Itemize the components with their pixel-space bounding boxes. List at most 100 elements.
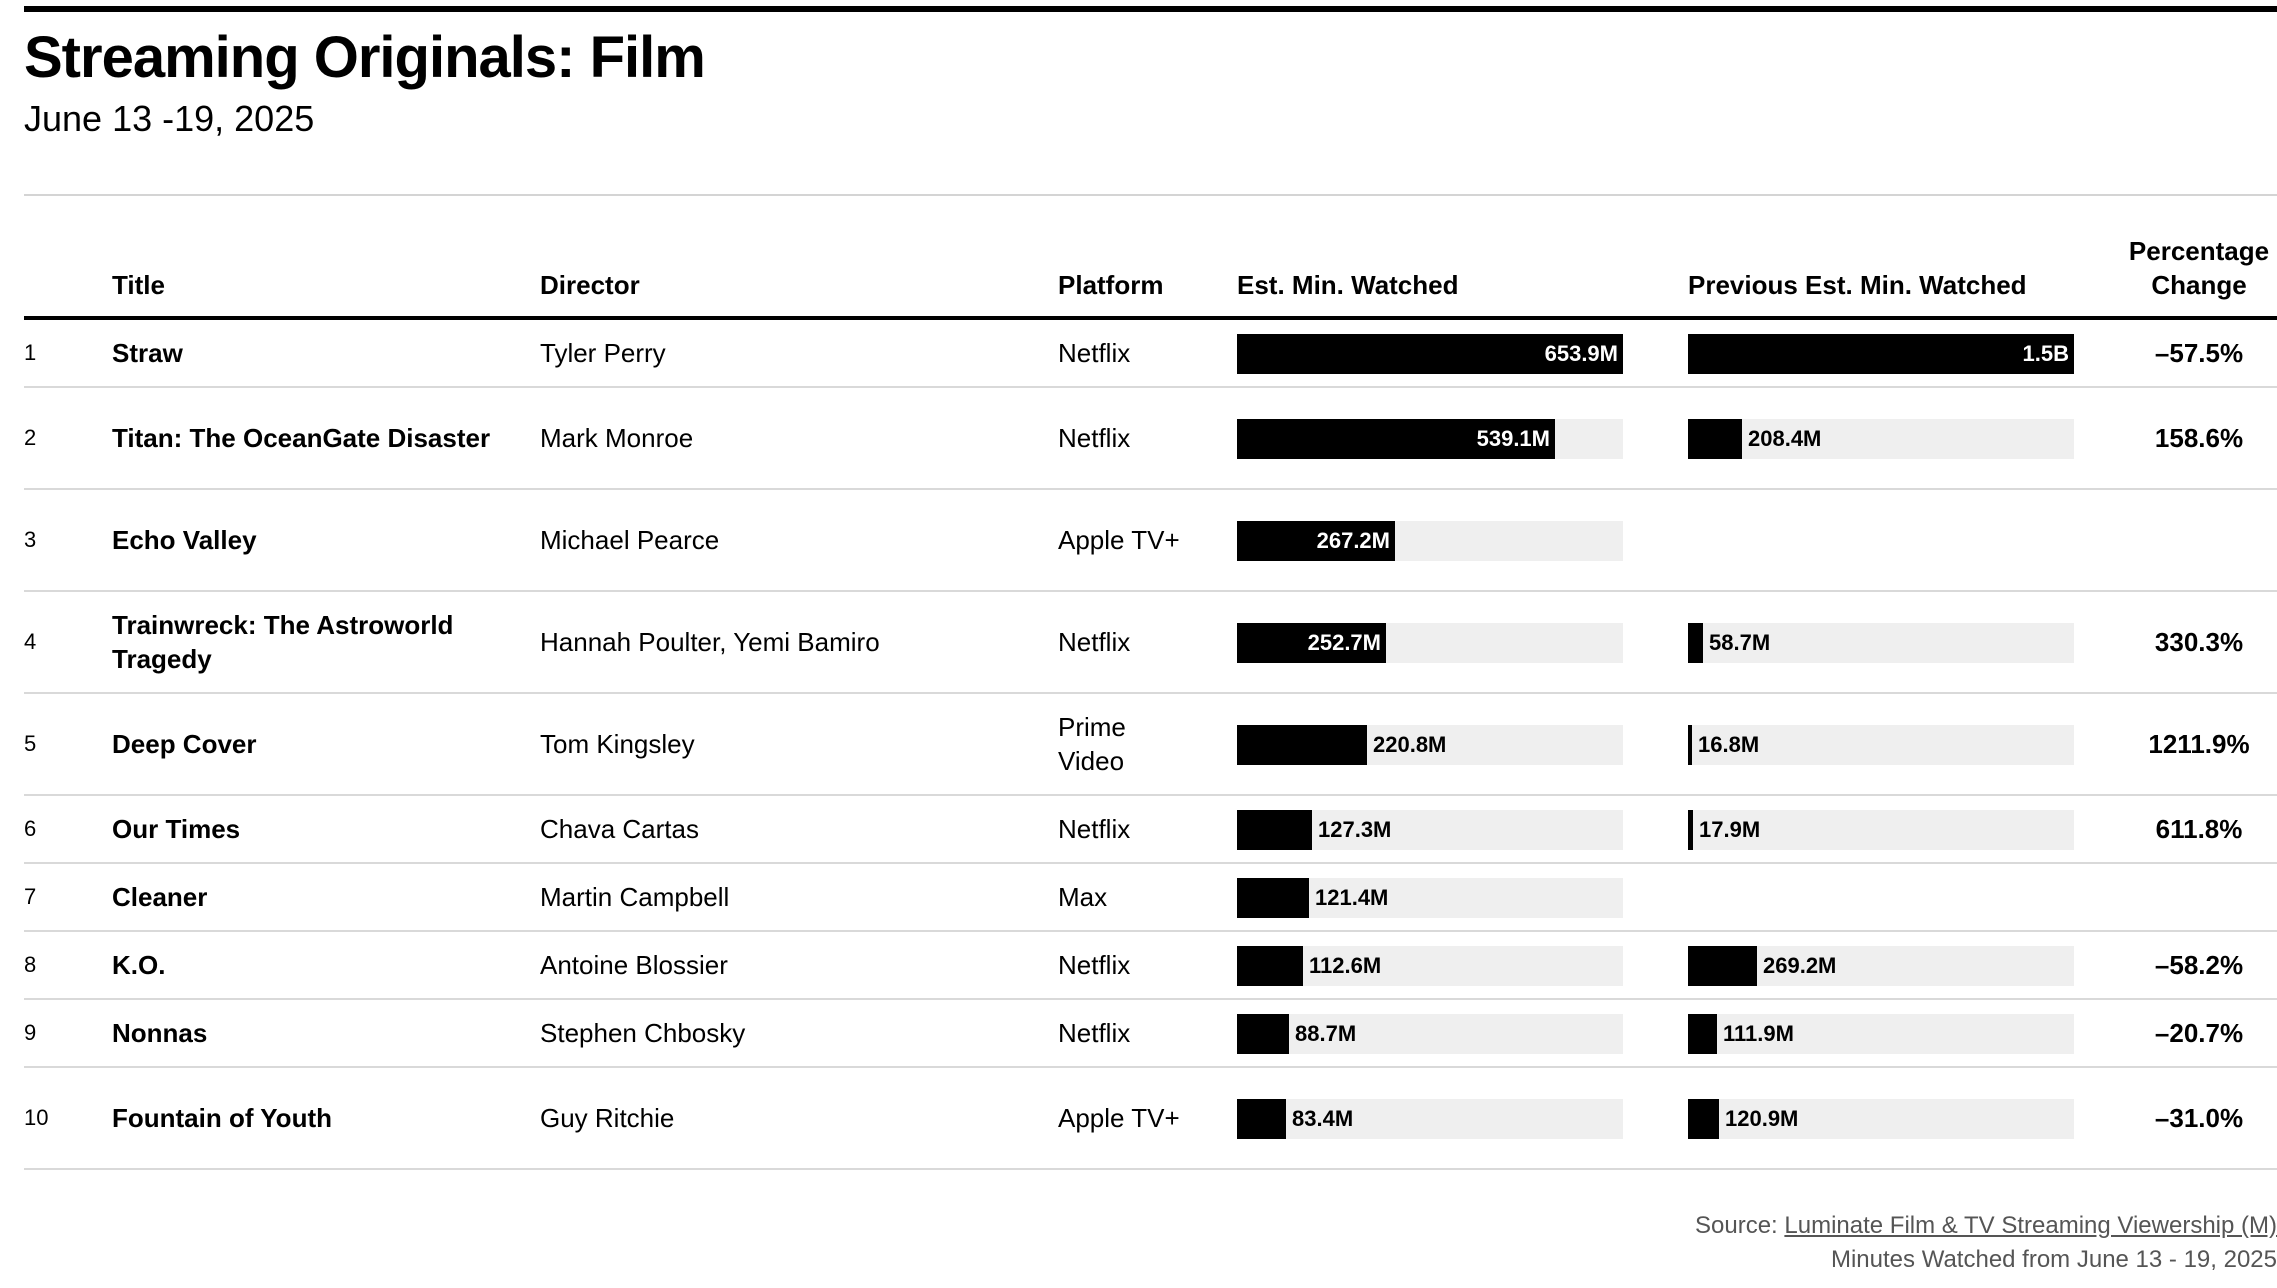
director-cell: Martin Campbell [540, 882, 730, 912]
column-header-platform: Platform [1058, 270, 1164, 300]
est-min-watched-bar [1237, 946, 1303, 986]
previous-est-min-watched-data-label: 17.9M [1699, 817, 1761, 842]
column-header-title: Title [112, 270, 165, 300]
previous-est-min-watched-data-label: 1.5B [2022, 341, 2069, 366]
previous-est-min-watched-bar [1688, 946, 1757, 986]
table-row: 2 Titan: The OceanGate Disaster Mark Monro… [24, 388, 2277, 490]
est-min-watched-data-label: 127.3M [1318, 817, 1392, 842]
platform-cell: Netflix [1058, 423, 1131, 453]
platform-cell: Apple TV+ [1058, 1103, 1180, 1133]
table-row: 10 Fountain of Youth Guy Ritchie Apple TV+ –… [24, 1068, 2277, 1170]
table-row: 8 K.O. Antoine Blossier Netflix –58.2% 112.6M… [24, 932, 2277, 1000]
percentage-change-cell: 1211.9% [2148, 729, 2250, 759]
previous-est-min-watched-bar [1688, 1099, 1719, 1139]
table-row: 6 Our Times Chava Cartas Netflix 611.8% 127.3… [24, 796, 2277, 864]
est-min-watched-data-label: 121.4M [1315, 885, 1389, 910]
director-cell: Tyler Perry [540, 338, 666, 368]
est-min-watched-bar-track: 267.2M [1237, 521, 1623, 561]
est-min-watched-bar-track: 127.3M [1237, 810, 1623, 850]
previous-est-min-watched-data-label: 120.9M [1725, 1106, 1799, 1131]
platform-cell: Apple TV+ [1058, 525, 1180, 555]
previous-est-min-watched-bar [1688, 419, 1742, 459]
column-header-percentage-line2: Change [2151, 270, 2247, 300]
director-cell: Hannah Poulter, Yemi Bamiro [540, 627, 880, 657]
title-cell: Fountain of Youth [112, 1103, 332, 1133]
rank-cell: 3 [24, 527, 37, 552]
previous-est-min-watched-data-label: 58.7M [1709, 630, 1771, 655]
rank-cell: 4 [24, 629, 37, 654]
director-cell: Chava Cartas [540, 814, 699, 844]
previous-est-min-watched-bar [1688, 725, 1692, 765]
platform-cell: Max [1058, 882, 1108, 912]
rank-cell: 5 [24, 731, 37, 756]
table-row: 1 Straw Tyler Perry Netflix –57.5% 653.9M 1.5B [24, 320, 2277, 388]
title-cell: Nonnas [112, 1018, 208, 1048]
previous-est-min-watched-bar-track: 111.9M [1688, 1014, 2074, 1054]
previous-est-min-watched-bar-track: 17.9M [1688, 810, 2074, 850]
rank-cell: 2 [24, 425, 37, 450]
director-cell: Tom Kingsley [540, 729, 695, 759]
previous-est-min-watched-bar-track: 58.7M [1688, 623, 2074, 663]
column-header-percentage-change: Percentage Change [2124, 234, 2274, 302]
est-min-watched-bar [1237, 521, 1395, 561]
est-min-watched-data-label: 88.7M [1295, 1021, 1357, 1046]
title-cell: Our Times [112, 814, 241, 844]
rank-cell: 10 [24, 1105, 49, 1130]
title-cell: K.O. [112, 950, 166, 980]
est-min-watched-bar-track: 88.7M [1237, 1014, 1623, 1054]
est-min-watched-data-label: 252.7M [1307, 630, 1381, 655]
est-min-watched-bar-track: 653.9M [1237, 334, 1623, 374]
previous-est-min-watched-bar-track: 269.2M [1688, 946, 2074, 986]
top-rule [24, 6, 2277, 12]
previous-est-min-watched-data-label: 269.2M [1763, 953, 1837, 978]
percentage-change-cell: –31.0% [2154, 1103, 2244, 1133]
director-cell: Stephen Chbosky [540, 1018, 746, 1048]
est-min-watched-bar-track: 220.8M [1237, 725, 1623, 765]
est-min-watched-bar [1237, 334, 1623, 374]
previous-est-min-watched-data-label: 111.9M [1723, 1021, 1794, 1046]
est-min-watched-data-label: 267.2M [1316, 528, 1390, 553]
table-row: 9 Nonnas Stephen Chbosky Netflix –20.7% 88.7M… [24, 1000, 2277, 1068]
est-min-watched-bar [1237, 878, 1309, 918]
title-cell: Deep Cover [112, 729, 257, 759]
title-cell: Cleaner [112, 882, 208, 912]
title-cell: Echo Valley [112, 525, 257, 555]
source-link[interactable]: Luminate Film & TV Streaming Viewership … [1784, 1212, 2277, 1239]
est-min-watched-bar [1237, 419, 1555, 459]
est-min-watched-data-label: 539.1M [1476, 426, 1550, 451]
previous-est-min-watched-bar [1688, 1014, 1717, 1054]
previous-est-min-watched-bar-track: 16.8M [1688, 725, 2074, 765]
est-min-watched-bar [1237, 725, 1367, 765]
rank-cell: 9 [24, 1020, 37, 1045]
table-row: 3 Echo Valley Michael Pearce Apple TV+ 267.2… [24, 490, 2277, 592]
header-divider [24, 194, 2277, 196]
title-cell: Titan: The OceanGate Disaster [112, 423, 491, 453]
column-header-director: Director [540, 270, 640, 300]
previous-est-min-watched-data-label: 16.8M [1698, 732, 1760, 757]
column-header-percentage-line1: Percentage [2128, 236, 2270, 266]
platform-cell: Netflix [1058, 814, 1131, 844]
rank-cell: 7 [24, 884, 37, 909]
est-min-watched-data-label: 220.8M [1373, 732, 1447, 757]
chart-subtitle: June 13 -19, 2025 [24, 98, 315, 139]
percentage-change-cell: 330.3% [2154, 627, 2244, 657]
table-row: 7 Cleaner Martin Campbell Max 121.4M [24, 864, 2277, 932]
est-min-watched-bar-track: 121.4M [1237, 878, 1623, 918]
director-cell: Guy Ritchie [540, 1103, 675, 1133]
est-min-watched-bar-track: 112.6M [1237, 946, 1623, 986]
platform-cell: Netflix [1058, 1018, 1131, 1048]
platform-cell: Prime Video [1058, 712, 1126, 776]
percentage-change-cell [2124, 864, 2274, 930]
platform-cell: Netflix [1058, 627, 1131, 657]
est-min-watched-bar-track: 83.4M [1237, 1099, 1623, 1139]
est-min-watched-data-label: 112.6M [1309, 953, 1382, 978]
previous-est-min-watched-bar [1688, 334, 2074, 374]
rank-cell: 8 [24, 952, 37, 977]
minutes-watched-note: Minutes Watched from June 13 - 19, 2025 [1830, 1246, 2277, 1273]
source-note: Source: Luminate Film & TV Streaming Vie… [1377, 1212, 2277, 1240]
chart-title: Streaming Originals: Film [24, 25, 706, 90]
column-header-previous-est-min-watched: Previous Est. Min. Watched [1688, 270, 2027, 300]
percentage-change-cell: –57.5% [2154, 338, 2244, 368]
est-min-watched-data-label: 83.4M [1292, 1106, 1354, 1131]
est-min-watched-bar-track: 252.7M [1237, 623, 1623, 663]
